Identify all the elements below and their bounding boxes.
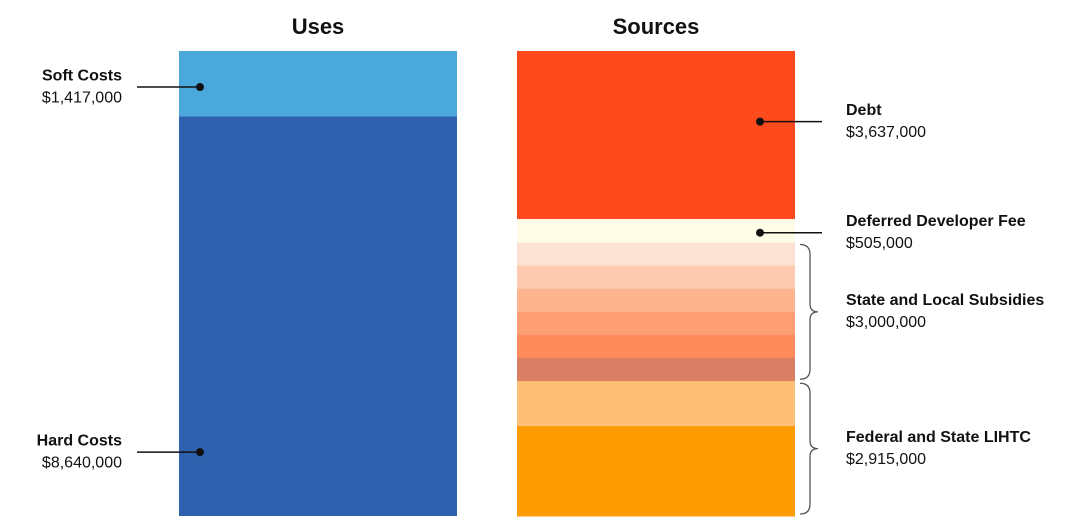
leader-dot <box>196 83 204 92</box>
column-title: Uses <box>292 14 345 39</box>
value-label: $3,637,000 <box>846 124 926 141</box>
stripe <box>517 242 795 267</box>
brace <box>799 382 819 515</box>
bar-segment <box>179 51 457 117</box>
series-name: Federal and State LIHTC <box>846 429 1031 446</box>
series-name: Deferred Developer Fee <box>846 213 1026 230</box>
series-name: Debt <box>846 102 882 119</box>
stripe <box>517 311 795 336</box>
brace <box>799 243 819 380</box>
stripe <box>517 471 795 517</box>
value-label: $2,915,000 <box>846 451 926 468</box>
stripe <box>517 265 795 290</box>
leader-dot <box>756 117 764 126</box>
bar-segment <box>517 219 795 243</box>
value-label: $505,000 <box>846 235 913 252</box>
value-label: $1,417,000 <box>42 89 122 106</box>
stripe <box>517 288 795 313</box>
series-name: Hard Costs <box>37 432 122 449</box>
stripe <box>517 334 795 359</box>
value-label: $3,000,000 <box>846 314 926 331</box>
series-name: State and Local Subsidies <box>846 292 1044 309</box>
stripe <box>517 358 795 382</box>
column-title: Sources <box>613 14 700 39</box>
bar-segment <box>517 51 795 220</box>
leader-dot <box>756 228 764 237</box>
value-label: $8,640,000 <box>42 454 122 471</box>
series-name: Soft Costs <box>42 67 122 84</box>
stripe <box>517 426 795 472</box>
bar-segment <box>179 116 457 516</box>
leader-dot <box>196 448 204 457</box>
stripe <box>517 381 795 427</box>
